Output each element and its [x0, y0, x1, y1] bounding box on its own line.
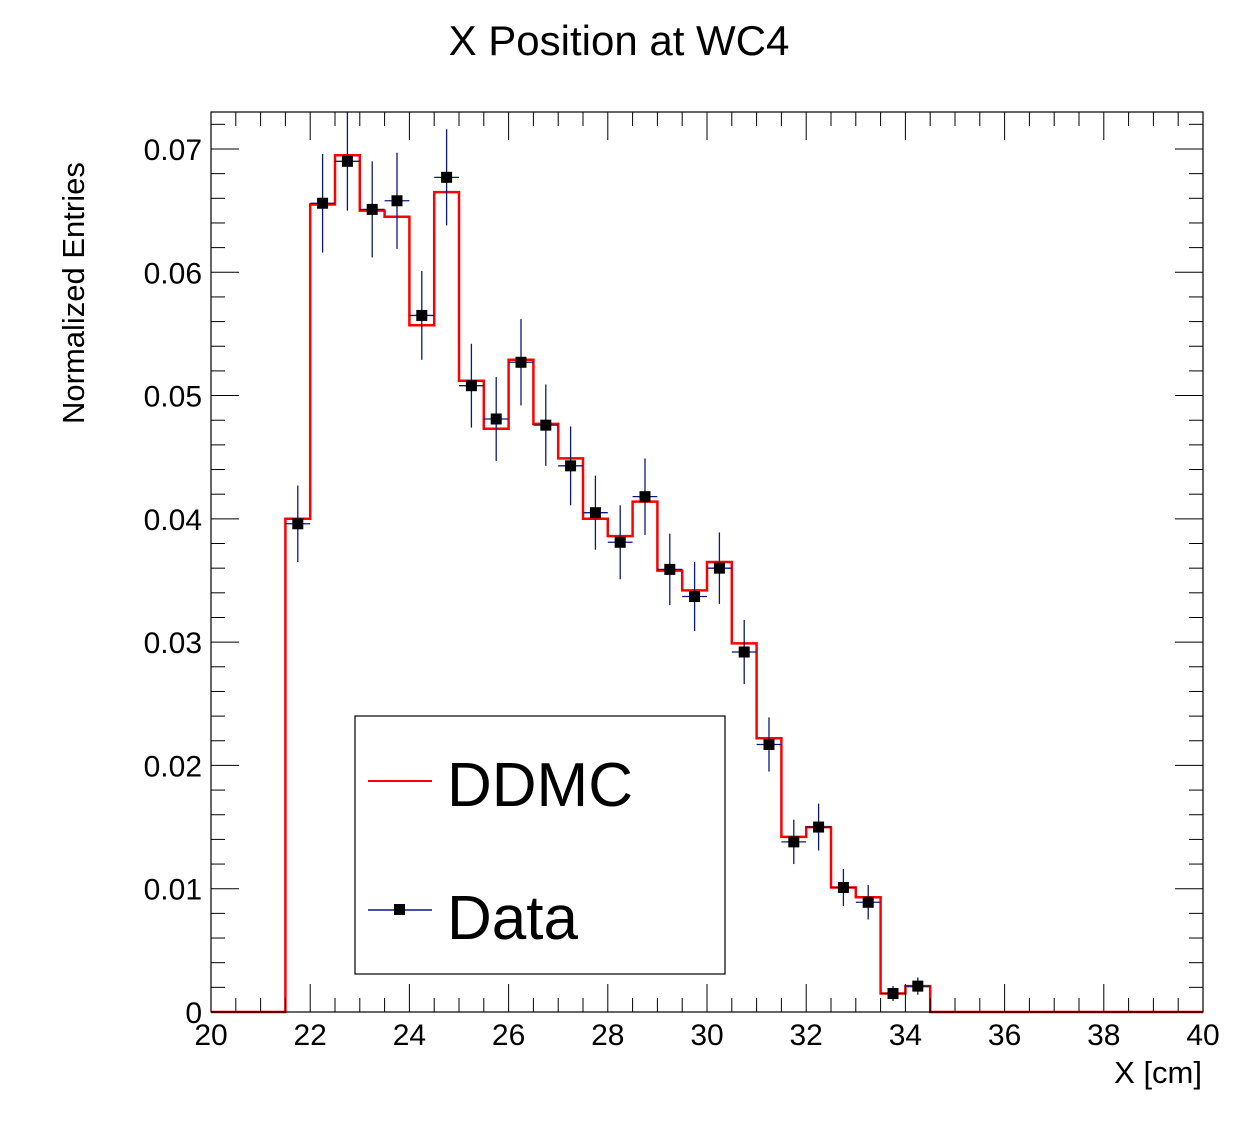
data-point-marker — [639, 491, 651, 503]
data-point-marker — [565, 460, 577, 472]
data-point-marker — [589, 507, 601, 519]
data-point-marker — [713, 562, 725, 574]
legend-data-marker — [394, 904, 405, 915]
data-point — [583, 475, 608, 550]
data-point — [682, 562, 707, 632]
data-point-marker — [490, 413, 502, 425]
x-tick-label: 20 — [194, 1019, 227, 1052]
x-tick-label: 24 — [393, 1019, 426, 1052]
x-tick-label: 34 — [889, 1019, 922, 1052]
y-tick-label: 0.03 — [144, 627, 202, 660]
x-tick-label: 32 — [790, 1019, 823, 1052]
data-point — [855, 885, 881, 920]
y-tick-label: 0.07 — [144, 134, 202, 167]
data-point — [558, 426, 583, 506]
data-point-marker — [416, 309, 428, 321]
data-point — [508, 319, 534, 406]
y-tick-label: 0.06 — [144, 257, 202, 290]
y-tick-label: 0.05 — [144, 381, 202, 414]
data-point — [434, 129, 459, 226]
data-point — [533, 384, 559, 466]
data-point — [359, 161, 385, 258]
data-point-marker — [515, 356, 527, 368]
data-point — [707, 532, 732, 604]
data-point — [806, 803, 831, 851]
x-tick-label: 28 — [591, 1019, 624, 1052]
x-tick-label: 40 — [1186, 1019, 1219, 1052]
y-axis-title: Normalized Entries — [56, 162, 91, 424]
y-tick-label: 0.04 — [144, 504, 202, 537]
x-tick-label: 26 — [492, 1019, 525, 1052]
data-point-marker — [441, 171, 453, 183]
y-tick-label: 0.01 — [144, 874, 202, 907]
data-point — [781, 819, 807, 865]
legend-data-label: Data — [447, 884, 578, 953]
y-axis: 0 0.01 0.02 0.03 0.04 0.05 0.06 0.07 — [144, 123, 1203, 1030]
data-point-marker — [341, 155, 353, 167]
data-point — [310, 153, 335, 253]
data-point-marker — [763, 738, 775, 750]
data-point-marker — [540, 419, 552, 431]
data-point-marker — [292, 518, 304, 530]
data-point — [880, 986, 906, 1001]
y-tick-label: 0 — [185, 997, 202, 1030]
data-point — [657, 533, 683, 606]
data-point — [607, 505, 633, 580]
data-point — [335, 112, 360, 211]
x-axis-title: X [cm] — [1114, 1055, 1202, 1090]
data-point-marker — [317, 197, 329, 209]
data-point-marker — [788, 836, 800, 848]
data-point — [459, 343, 484, 428]
data-point — [632, 458, 658, 535]
data-point — [384, 152, 410, 249]
x-tick-label: 36 — [988, 1019, 1021, 1052]
data-point-marker — [614, 536, 626, 548]
x-axis: 20 22 24 26 28 30 32 34 36 38 40 — [194, 112, 1220, 1052]
data-point-marker — [887, 988, 899, 1000]
chart-title: X Position at WC4 — [449, 17, 790, 64]
data-point-marker — [837, 881, 849, 893]
x-tick-label: 38 — [1087, 1019, 1120, 1052]
data-point — [905, 977, 931, 995]
data-point — [483, 377, 509, 461]
legend-ddmc-label: DDMC — [447, 751, 633, 820]
legend-box — [354, 715, 726, 975]
data-point-marker — [862, 896, 874, 908]
data-point — [731, 619, 757, 685]
data-point — [756, 717, 782, 772]
data-point-marker — [366, 203, 378, 215]
data-point-marker — [738, 646, 750, 658]
data-point — [285, 485, 311, 562]
data-point-marker — [912, 980, 924, 992]
legend: DDMC Data — [354, 715, 726, 975]
data-point — [409, 271, 435, 360]
data-point-marker — [689, 591, 701, 603]
x-tick-label: 22 — [294, 1019, 327, 1052]
data-point-marker — [465, 380, 477, 392]
x-tick-label: 30 — [690, 1019, 723, 1052]
data-point-marker — [664, 563, 676, 575]
y-tick-label: 0.02 — [144, 750, 202, 783]
data-point-marker — [813, 821, 825, 833]
data-series — [285, 112, 931, 1001]
data-point — [831, 868, 856, 906]
data-point-marker — [391, 195, 403, 207]
